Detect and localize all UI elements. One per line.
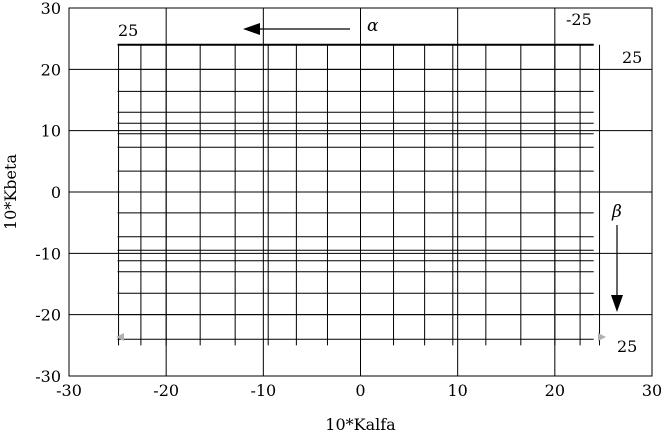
annotation-right-top: 25	[622, 48, 642, 67]
y-tick-label: 0	[51, 183, 61, 202]
corner-marks	[116, 333, 606, 341]
x-tick-label: -20	[153, 381, 179, 400]
beta-lines	[117, 43, 594, 340]
corner-mark-left	[116, 333, 124, 341]
alpha-arrow-head	[243, 23, 260, 35]
y-tick-label: -10	[35, 244, 61, 263]
x-tick-label: 10	[447, 381, 467, 400]
alpha-direction-arrow	[243, 23, 350, 35]
x-tick-label: -30	[56, 381, 82, 400]
y-tick-label: 20	[41, 60, 61, 79]
x-tick-label: 0	[355, 381, 365, 400]
y-tick-label: 10	[41, 122, 61, 141]
beta-direction-arrow	[611, 225, 623, 312]
x-axis-label: 10*Kalfa	[325, 415, 396, 434]
corner-mark-right	[598, 333, 606, 341]
x-tick-label: -10	[250, 381, 276, 400]
plot-frame	[68, 7, 653, 377]
beta-symbol: β	[611, 202, 622, 222]
alpha-lines	[118, 44, 601, 346]
annotation-top-left: 25	[118, 21, 138, 40]
beta-arrow-head	[611, 295, 623, 312]
y-tick-label: -20	[35, 306, 61, 325]
y-axis-label: 10*Kbeta	[1, 154, 20, 230]
y-tick-label: -30	[35, 367, 61, 386]
tick-labels: -30 -20 -10 0 10 20 30 -30 -20 -10 0 10 20 30	[35, 0, 661, 400]
x-tick-label: 30	[642, 381, 661, 400]
alpha-symbol: α	[367, 16, 379, 36]
y-tick-label: 30	[41, 0, 61, 18]
x-tick-label: 20	[545, 381, 565, 400]
annotation-right-bottom: 25	[617, 337, 637, 356]
annotation-top-right: -25	[566, 10, 592, 29]
